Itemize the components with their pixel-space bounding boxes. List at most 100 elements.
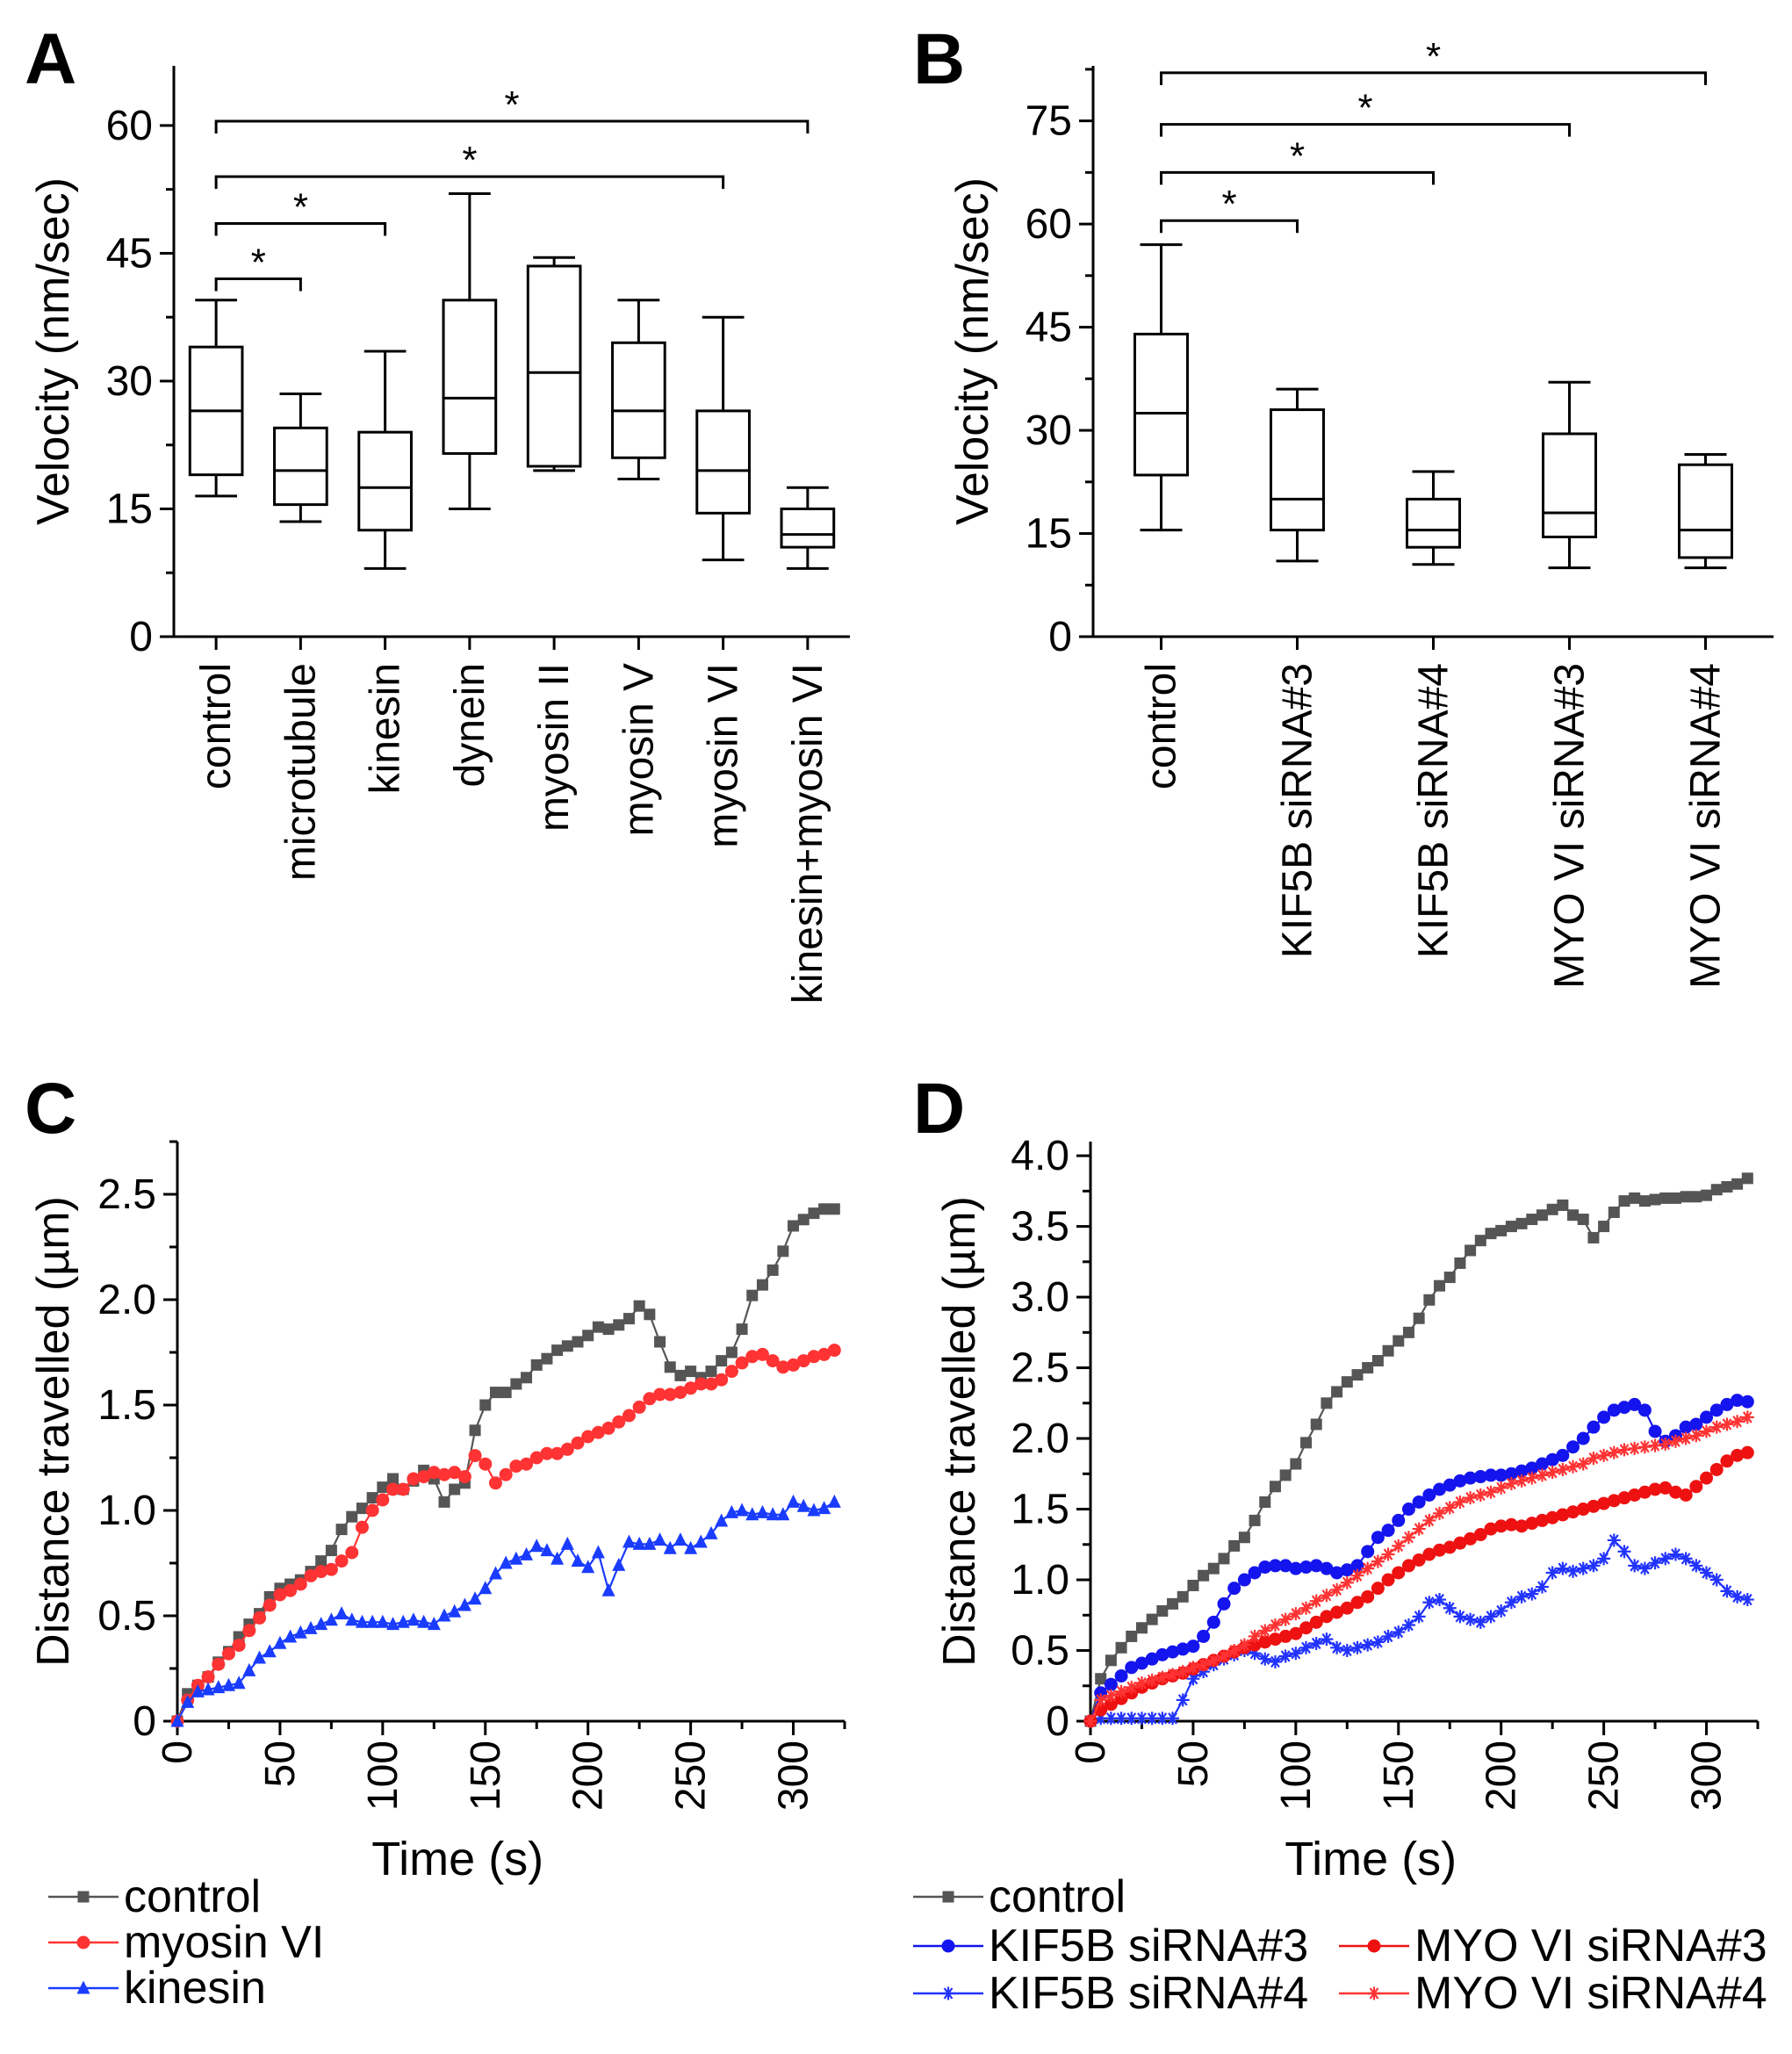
data-point — [1525, 1471, 1539, 1485]
data-point — [396, 1482, 410, 1496]
data-point — [1720, 1454, 1734, 1468]
data-point — [1401, 1531, 1415, 1545]
data-point — [796, 1354, 810, 1368]
data-point — [1176, 1665, 1190, 1679]
data-point — [808, 1207, 820, 1220]
data-point — [1556, 1508, 1570, 1522]
data-point — [355, 1520, 369, 1534]
data-point — [1731, 1448, 1745, 1462]
series-kif5b-sirna-3 — [1083, 1394, 1754, 1728]
data-point — [1648, 1482, 1662, 1496]
data-point — [1740, 1410, 1754, 1424]
data-point — [1567, 1209, 1580, 1222]
legend-item-myo-vi-sirna-4: MYO VI siRNA#4 — [1339, 1968, 1767, 2019]
data-point — [633, 1300, 645, 1312]
data-point — [1259, 1495, 1271, 1508]
data-point — [1134, 1656, 1148, 1670]
data-point — [613, 1319, 625, 1331]
data-point — [1125, 1661, 1139, 1675]
data-point — [315, 1555, 327, 1568]
data-point — [551, 1446, 565, 1460]
category-label-myosin-vi: myosin VI — [701, 663, 747, 848]
significance-bracket: * — [1160, 35, 1707, 85]
y-tick-label: 1.0 — [97, 1488, 156, 1534]
data-point — [623, 1313, 635, 1325]
data-point — [1330, 1582, 1344, 1596]
data-point — [499, 1467, 513, 1481]
data-point — [1422, 1513, 1436, 1527]
data-point — [427, 1466, 441, 1480]
data-point — [314, 1565, 328, 1579]
data-point — [201, 1682, 215, 1696]
category-label-kif5b-sirna-4: KIF5B siRNA#4 — [1411, 663, 1457, 958]
iqr-box — [1406, 497, 1461, 549]
data-point — [581, 1430, 595, 1444]
data-point — [1371, 1554, 1385, 1568]
data-point — [1731, 1589, 1745, 1604]
data-point — [1401, 1503, 1415, 1517]
data-point — [1587, 1452, 1601, 1466]
data-point — [704, 1377, 718, 1391]
data-point — [1504, 1467, 1518, 1481]
data-point — [469, 1424, 481, 1437]
data-point — [1597, 1410, 1611, 1424]
data-point — [1637, 1561, 1652, 1575]
data-point — [1649, 1193, 1661, 1206]
data-point — [1740, 1395, 1754, 1409]
panel-label-d: D — [913, 1069, 965, 1149]
data-point — [571, 1436, 585, 1450]
data-point — [685, 1366, 697, 1378]
data-point — [1587, 1231, 1600, 1243]
significance-star: * — [1357, 87, 1372, 130]
category-label-kinesin-myosin-vi: kinesin+myosin VI — [785, 663, 831, 1004]
data-point — [325, 1545, 337, 1557]
data-point — [560, 1536, 574, 1550]
iqr-box — [1270, 408, 1325, 532]
data-point — [489, 1387, 501, 1399]
data-point — [293, 1625, 307, 1639]
y-tick-label: 2.5 — [97, 1171, 156, 1218]
significance-bracket: * — [214, 83, 810, 134]
data-point — [807, 1350, 821, 1364]
category-label-myo-vi-sirna-3: MYO VI siRNA#3 — [1547, 663, 1594, 989]
y-tick-label: 0 — [129, 614, 153, 660]
data-point — [1526, 1214, 1538, 1226]
data-point — [1186, 1672, 1200, 1686]
line-panel-d: 0 0.5 1.0 1.5 2.0 2.5 3.0 3.5 4.0 0 50 100 150 200 250… — [934, 1133, 1760, 1885]
data-point — [705, 1366, 717, 1378]
data-point — [725, 1346, 738, 1359]
data-point — [684, 1381, 698, 1395]
data-point — [1299, 1621, 1313, 1635]
box-kinesin-myosin-vi — [780, 486, 836, 570]
category-label-myosin-ii: myosin II — [531, 663, 578, 832]
y-tick-label: 3.0 — [1011, 1274, 1069, 1321]
data-point — [787, 1358, 801, 1372]
data-point — [377, 1481, 389, 1494]
bracket-line — [1160, 170, 1435, 185]
series-line — [1089, 1177, 1748, 1722]
data-point — [1484, 1468, 1498, 1482]
data-point — [1156, 1604, 1169, 1617]
data-point — [796, 1498, 810, 1512]
data-point — [1289, 1626, 1303, 1640]
data-point — [1556, 1561, 1570, 1575]
data-point — [386, 1617, 400, 1631]
data-point — [1361, 1561, 1375, 1575]
data-point — [1361, 1545, 1375, 1559]
data-point — [1114, 1684, 1128, 1698]
x-tick-label: 250 — [1581, 1740, 1628, 1811]
data-point — [221, 1677, 235, 1691]
data-point — [704, 1525, 718, 1539]
data-point — [1741, 1172, 1753, 1185]
data-point — [324, 1612, 338, 1626]
y-tick-label: 15 — [1026, 511, 1072, 558]
data-point — [1545, 1452, 1559, 1467]
data-point — [1422, 1547, 1436, 1561]
x-tick-label: 300 — [771, 1740, 817, 1811]
data-point — [601, 1421, 615, 1435]
data-point — [1401, 1618, 1415, 1632]
data-point — [1545, 1466, 1559, 1480]
data-point — [1740, 1445, 1754, 1459]
data-point — [684, 1540, 698, 1554]
data-point — [1176, 1642, 1190, 1656]
